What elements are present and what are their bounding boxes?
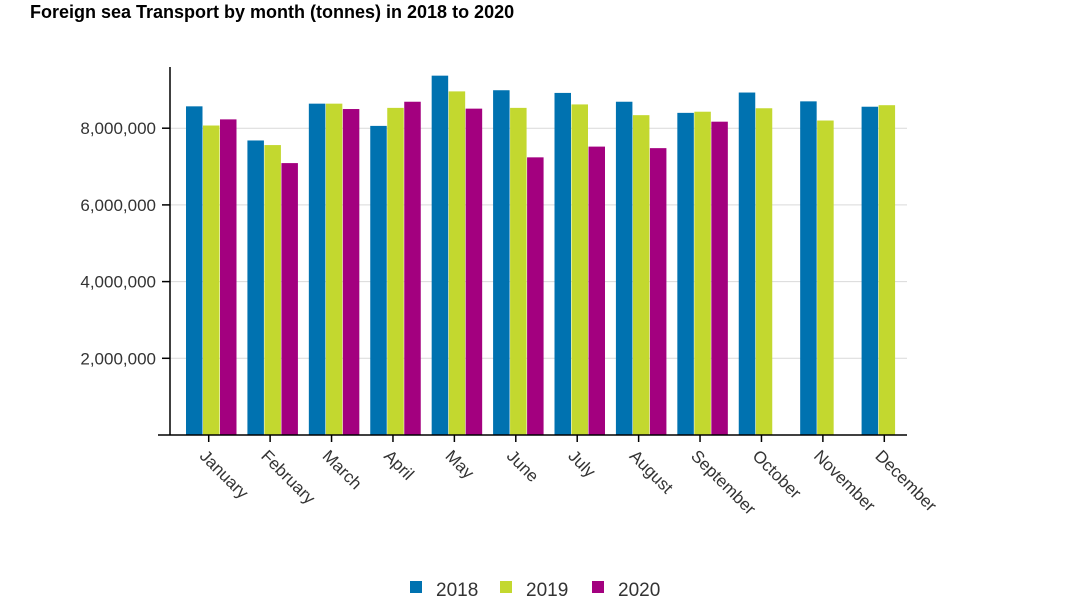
bar-2018-may xyxy=(431,75,449,436)
x-tick-label: March xyxy=(319,446,366,493)
bar-2020-june xyxy=(527,157,544,435)
bar-2019-november xyxy=(817,120,834,435)
legend-swatch-2018 xyxy=(410,581,422,593)
bar-2020-february xyxy=(281,163,298,435)
bar-2019-april xyxy=(387,107,404,435)
bar-2019-december xyxy=(878,105,896,435)
bar-2019-january xyxy=(203,125,220,435)
x-tick-label: January xyxy=(196,446,253,503)
bar-2018-october xyxy=(738,92,756,436)
legend-label-2019: 2019 xyxy=(526,580,568,601)
bar-2020-january xyxy=(220,119,237,435)
bar-2018-january xyxy=(186,106,203,435)
bar-2020-august xyxy=(649,148,667,435)
bar-2019-october xyxy=(755,108,773,436)
y-tick-label: 8,000,000 xyxy=(80,119,156,138)
bar-2018-august xyxy=(615,101,633,436)
x-tick-label: June xyxy=(503,446,543,486)
bar-2019-february xyxy=(264,145,281,435)
x-tick-label: December xyxy=(871,446,940,515)
bar-2019-may xyxy=(448,91,466,435)
x-tick-label: February xyxy=(257,446,319,508)
chart-title: Foreign sea Transport by month (tonnes) … xyxy=(30,2,515,22)
bar-2018-june xyxy=(493,90,510,436)
bar-2020-september xyxy=(711,121,728,436)
bar-2018-july xyxy=(554,92,571,435)
x-tick-label: August xyxy=(626,446,677,497)
bar-2019-july xyxy=(571,104,588,435)
y-tick-label: 2,000,000 xyxy=(80,349,156,368)
legend-label-2020: 2020 xyxy=(618,580,660,601)
bar-2018-september xyxy=(677,112,694,436)
bar-2020-april xyxy=(404,101,421,436)
bar-2018-february xyxy=(247,140,264,436)
bar-2020-march xyxy=(342,109,360,436)
legend-label-2018: 2018 xyxy=(436,580,478,601)
x-tick-label: July xyxy=(564,446,599,481)
bar-2019-march xyxy=(325,103,343,435)
bar-2020-may xyxy=(465,108,483,435)
x-tick-label: May xyxy=(442,446,478,482)
bar-2018-december xyxy=(861,106,879,435)
bar-2020-july xyxy=(588,146,605,435)
x-tick-label: November xyxy=(810,446,879,515)
legend-swatch-2020 xyxy=(592,581,604,593)
y-tick-label: 6,000,000 xyxy=(80,196,156,215)
x-tick-label: April xyxy=(380,446,417,483)
y-tick-label: 4,000,000 xyxy=(80,273,156,292)
bar-2018-november xyxy=(800,101,817,435)
bar-2018-april xyxy=(370,125,387,436)
legend-swatch-2019 xyxy=(500,581,512,593)
x-tick-label: October xyxy=(749,446,805,502)
x-tick-label: September xyxy=(687,446,759,518)
bar-2018-march xyxy=(308,103,326,435)
bar-2019-september xyxy=(694,111,711,435)
bar-2019-june xyxy=(510,107,527,435)
bar-2019-august xyxy=(632,115,650,435)
